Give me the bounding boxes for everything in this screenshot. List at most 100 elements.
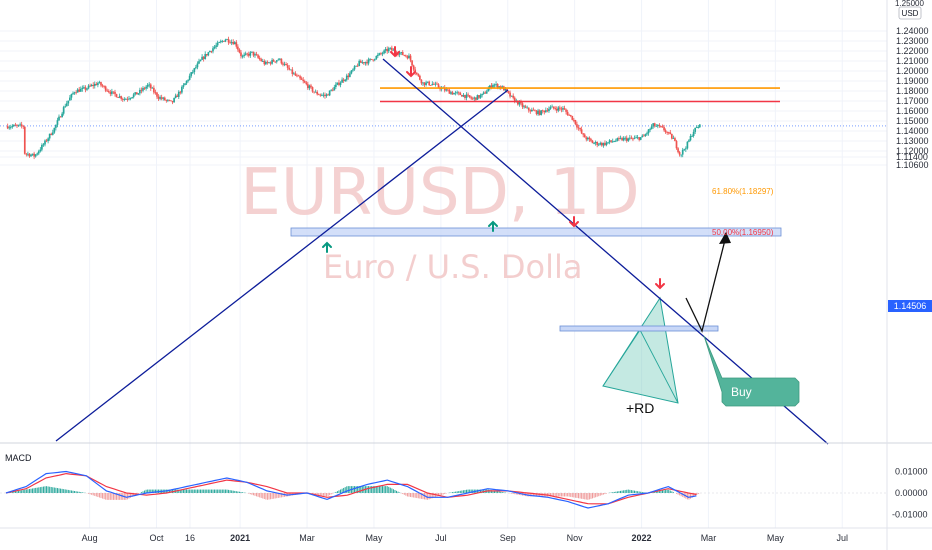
candle-down [297,75,300,77]
price-tick-label: 1.11400 [896,152,928,162]
candle-up [613,141,616,143]
macd-line [5,470,697,509]
candle-down [541,110,544,112]
candle-down [555,109,558,111]
candle-up [212,48,214,52]
candle-up [254,54,256,56]
price-tick-label: 1.17000 [896,96,929,106]
candle-up [325,94,328,96]
candle-down [596,141,599,145]
candle-up [330,89,333,91]
candle-up [344,79,347,81]
candle-down [420,79,423,84]
candle-up [616,138,619,141]
candle-up [128,98,130,100]
candle-up [434,83,437,85]
uptrend-line [55,89,509,442]
candle-down [588,137,591,140]
candle-down [475,97,477,100]
rd-pattern-edge [639,329,679,404]
candle-up [199,59,202,62]
candle-down [610,140,613,142]
candle-up [173,97,175,103]
candle-down [89,85,91,87]
candle-down [600,142,603,146]
candle-up [271,59,273,64]
candle-up [611,141,614,143]
macd-tick-label: -0.01000 [892,510,928,520]
candle-down [179,91,182,93]
candle-down [288,67,291,70]
candle-down [257,55,259,58]
candle-down [571,115,574,120]
candle-down [403,55,406,56]
candle-down [319,94,322,96]
candle-up [69,97,71,101]
candle-up [97,83,99,86]
time-tick-label: 2022 [632,533,652,543]
candle-up [36,153,39,155]
candle-up [341,79,343,83]
candle-up [322,94,325,96]
price-axis[interactable]: 1.240001.230001.220001.210001.200001.190… [896,26,929,170]
currency-badge[interactable] [898,6,922,20]
macd-axis[interactable]: 0.01000 0.00000 -0.01000 [892,467,928,520]
candle-up [201,56,203,60]
currency-label[interactable]: USD [902,9,919,18]
candle-down [521,103,524,107]
candle-up [692,131,695,137]
candle-up [187,79,189,81]
candle-up [557,107,560,111]
price-tick-label: 1.14000 [896,126,929,136]
candle-up [400,52,403,53]
candle-down [638,137,641,140]
candle-up [510,95,513,97]
candle-up [481,93,483,96]
candle-down [255,54,258,56]
candle-up [221,40,224,42]
candle-up [523,106,525,108]
candle-up [531,109,533,112]
candle-down [22,125,25,127]
candle-up [450,92,452,94]
candle-up [672,138,675,139]
time-axis[interactable]: Aug Oct 16 2021 Mar May Jul Sep Nov 2022 Mar May Jul [82,533,848,543]
candle-up [213,46,216,49]
candle-up [548,108,550,112]
candle-down [583,134,586,138]
candle-down [574,119,577,125]
candle-up [339,82,342,85]
candle-down [280,58,283,64]
candle-up [230,41,233,43]
candle-up [87,85,90,89]
candle-down [272,59,275,62]
candle-down [117,97,119,99]
candle-up [544,110,547,113]
candle-up [361,62,364,63]
candle-up [98,82,101,84]
candle-down [429,85,432,86]
candle-down [560,108,563,110]
candle-up [162,97,165,99]
candle-up [62,107,65,114]
candle-down [160,97,163,99]
candle-up [498,86,501,88]
candle-up [681,149,684,155]
candle-up [689,136,692,141]
candle-up [31,153,34,155]
candle-down [238,49,241,53]
candle-up [656,125,659,126]
candle-up [602,142,605,146]
sell-signal-arrow [569,216,579,228]
candle-down [331,89,334,91]
candle-down [227,39,230,43]
candle-down [112,91,115,93]
candle-down [121,98,124,100]
candle-up [683,149,686,151]
candle-up [392,49,395,51]
candle-down [258,57,261,60]
candle-down [674,138,676,142]
candle-down [496,83,499,88]
candle-up [41,144,43,150]
